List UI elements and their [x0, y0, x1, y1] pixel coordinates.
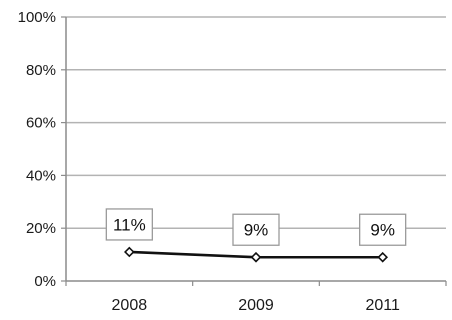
data-label: 9% — [370, 221, 395, 240]
axes — [61, 16, 447, 286]
data-label-box — [359, 213, 407, 246]
series — [124, 246, 388, 263]
data-label-box — [105, 208, 153, 241]
x-tick-label: 2008 — [112, 297, 148, 314]
x-tick-label: 2009 — [238, 297, 274, 314]
y-tick-label: 20% — [26, 220, 56, 237]
data-label-box — [232, 213, 280, 246]
y-tick-label: 80% — [26, 62, 56, 79]
y-tick-label: 0% — [34, 273, 56, 290]
gridlines — [66, 16, 446, 229]
data-labels: 11% 9% 9% — [105, 208, 407, 246]
data-point — [377, 251, 388, 263]
y-tick-label: 100% — [18, 9, 56, 26]
x-axis-tick-labels: 2008 2009 2011 — [112, 297, 400, 314]
y-tick-label: 40% — [26, 167, 56, 184]
y-tick-label: 60% — [26, 115, 56, 132]
data-point — [250, 251, 262, 263]
y-axis-tick-labels: 0% 20% 40% 60% 80% 100% — [18, 9, 56, 290]
data-label: 11% — [113, 215, 146, 234]
data-point — [124, 246, 135, 258]
data-label: 9% — [244, 221, 269, 240]
x-tick-label: 2011 — [365, 297, 400, 314]
